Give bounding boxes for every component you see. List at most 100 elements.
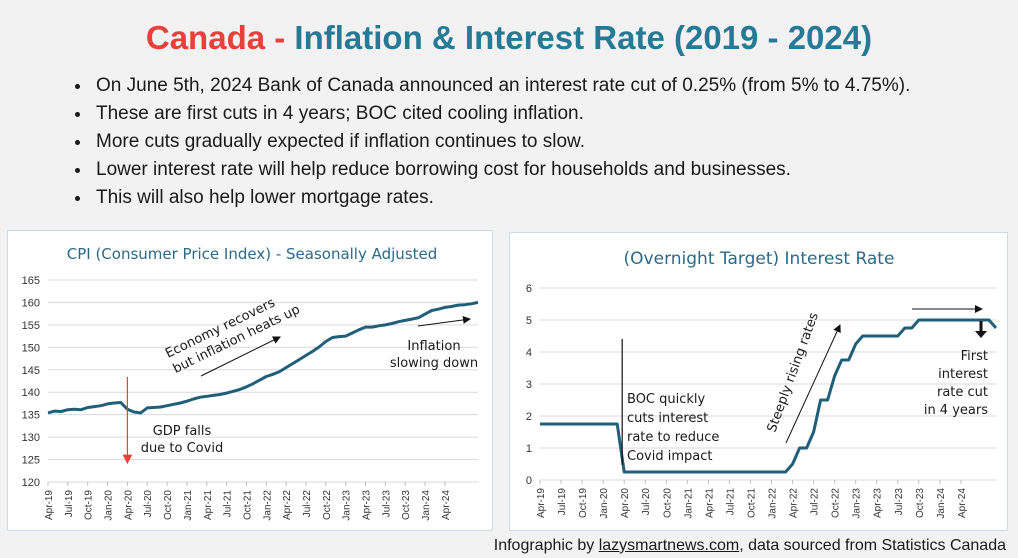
y-tick-label: 160	[22, 297, 40, 309]
x-tick-label: Oct-21	[242, 490, 253, 520]
bullet-item: On June 5th, 2024 Bank of Canada announc…	[92, 72, 910, 100]
y-tick-label: 165	[22, 275, 40, 287]
x-tick-label: Apr-19	[536, 488, 547, 518]
annotation-covid-line: GDP falls	[153, 424, 212, 439]
annotation-covid-line: BOC quickly	[627, 392, 706, 407]
y-tick-label: 130	[22, 432, 40, 444]
annotation-covid-line: cuts interest	[627, 411, 708, 426]
x-tick-label: Apr-22	[789, 488, 800, 518]
x-tick-label: Jul-20	[641, 488, 652, 516]
annotation-covid: BOC quickly cuts interest rate to reduce Co…	[627, 392, 719, 464]
x-tick-label: Jan-24	[421, 490, 432, 521]
x-tick-label: Jan-21	[183, 490, 194, 521]
slowing-arrow	[417, 315, 471, 327]
x-tick-label: Apr-24	[957, 488, 968, 518]
y-tick-label: 5	[526, 315, 532, 327]
y-tick-label: 135	[22, 410, 40, 422]
annotation-slowing-line: Inflation	[407, 339, 460, 354]
footer-prefix: Infographic by	[493, 537, 599, 554]
x-tick-label: Jul-22	[810, 488, 821, 516]
y-tick-label: 150	[22, 342, 40, 354]
rising-arrow	[785, 324, 841, 444]
x-tick-label: Apr-24	[441, 490, 452, 520]
x-tick-label: Apr-19	[44, 490, 55, 520]
annotation-slowing-line: slowing down	[390, 356, 478, 371]
x-tick-label: Jan-21	[683, 488, 694, 519]
x-tick-label: Jan-22	[262, 490, 273, 521]
cpi-chart-panel: CPI (Consumer Price Index) - Seasonally …	[7, 230, 493, 531]
x-tick-label: Oct-22	[831, 488, 842, 518]
x-tick-label: Oct-23	[401, 490, 412, 520]
annotation-covid-line: due to Covid	[141, 441, 223, 456]
x-tick-label: Oct-19	[84, 490, 95, 520]
series-line	[47, 300, 479, 415]
summary-bullets: On June 5th, 2024 Bank of Canada announc…	[70, 72, 910, 212]
x-tick-label: Apr-23	[362, 490, 373, 520]
y-tick-label: 3	[526, 379, 532, 391]
title-topic: Inflation & Interest Rate (2019 - 2024)	[294, 19, 873, 56]
bullet-item: These are first cuts in 4 years; BOC cit…	[92, 100, 910, 128]
x-tick-label: Oct-23	[915, 488, 926, 518]
bullet-item: This will also help lower mortgage rates…	[92, 184, 910, 212]
x-tick-label: Oct-20	[662, 488, 673, 518]
y-tick-label: 4	[526, 347, 532, 359]
x-tick-label: Oct-20	[163, 490, 174, 520]
annotation-cut: First interest rate cut in 4 years	[924, 349, 988, 418]
x-tick-label: Jul-21	[725, 488, 736, 516]
bullet-item: Lower interest rate will help reduce bor…	[92, 156, 910, 184]
page-title: Canada - Inflation & Interest Rate (2019…	[0, 16, 1018, 60]
x-tick-label: Jul-23	[381, 490, 392, 518]
x-tick-label: Jul-21	[223, 490, 234, 518]
x-tick-label: Apr-23	[873, 488, 884, 518]
x-tick-label: Jul-19	[557, 488, 568, 516]
annotation-covid-line: Covid impact	[627, 449, 712, 464]
annotation-covid-line: rate to reduce	[627, 430, 719, 445]
x-tick-label: Jan-23	[852, 488, 863, 519]
chart-title: CPI (Consumer Price Index) - Seasonally …	[67, 245, 438, 263]
annotation-cut-line: interest	[938, 367, 988, 382]
cut-down-arrow	[975, 331, 987, 338]
x-tick-label: Jul-23	[894, 488, 905, 516]
x-tick-label: Jul-19	[64, 490, 75, 518]
y-tick-label: 1	[526, 443, 532, 455]
x-tick-label: Jan-23	[342, 490, 353, 521]
x-tick-label: Apr-21	[704, 488, 715, 518]
annotation-covid: GDP falls due to Covid	[141, 424, 223, 456]
x-tick-label: Jan-20	[104, 490, 115, 521]
y-tick-label: 120	[22, 477, 40, 489]
source-link[interactable]: lazysmartnews.com	[598, 537, 740, 554]
x-tick-label: Jan-24	[936, 488, 947, 519]
recovery-arrow	[200, 336, 281, 377]
title-separator: -	[265, 19, 295, 56]
y-tick-label: 125	[22, 455, 40, 467]
title-country: Canada	[145, 19, 266, 56]
y-tick-label: 140	[22, 387, 40, 399]
annotation-cut-line: in 4 years	[924, 403, 988, 418]
x-tick-label: Apr-22	[282, 490, 293, 520]
cpi-chart: CPI (Consumer Price Index) - Seasonally …	[22, 245, 479, 521]
annotation-recovery: Economy recoversbut inflation heats up	[163, 287, 302, 377]
series-line	[540, 318, 998, 474]
x-tick-label: Oct-22	[322, 490, 333, 520]
x-tick-label: Jul-22	[302, 490, 313, 518]
x-tick-label: Jan-20	[599, 488, 610, 519]
y-tick-label: 2	[526, 411, 532, 423]
x-tick-label: Jan-22	[768, 488, 779, 519]
x-tick-label: Jul-20	[143, 490, 154, 518]
y-tick-label: 0	[526, 475, 532, 487]
bullet-item: More cuts gradually expected if inflatio…	[92, 128, 910, 156]
x-tick-label: Oct-21	[746, 488, 757, 518]
y-tick-label: 6	[526, 283, 532, 295]
footer-credit: Infographic by lazysmartnews.com, data s…	[494, 536, 1006, 556]
x-tick-label: Oct-19	[578, 488, 589, 518]
x-tick-label: Apr-21	[203, 490, 214, 520]
annotation-cut-line: rate cut	[937, 385, 988, 400]
y-tick-label: 155	[22, 320, 40, 332]
x-tick-label: Apr-20	[620, 488, 631, 518]
annotation-cut-line: First	[961, 349, 988, 364]
footer-suffix: , data sourced from Statistics Canada	[739, 537, 1006, 554]
x-tick-label: Apr-20	[123, 490, 134, 520]
chart-title: (Overnight Target) Interest Rate	[624, 249, 895, 269]
interest-rate-chart-panel: (Overnight Target) Interest Rate 0 1 2 3 4 5 6 A…	[509, 232, 1008, 531]
y-tick-label: 145	[22, 365, 40, 377]
